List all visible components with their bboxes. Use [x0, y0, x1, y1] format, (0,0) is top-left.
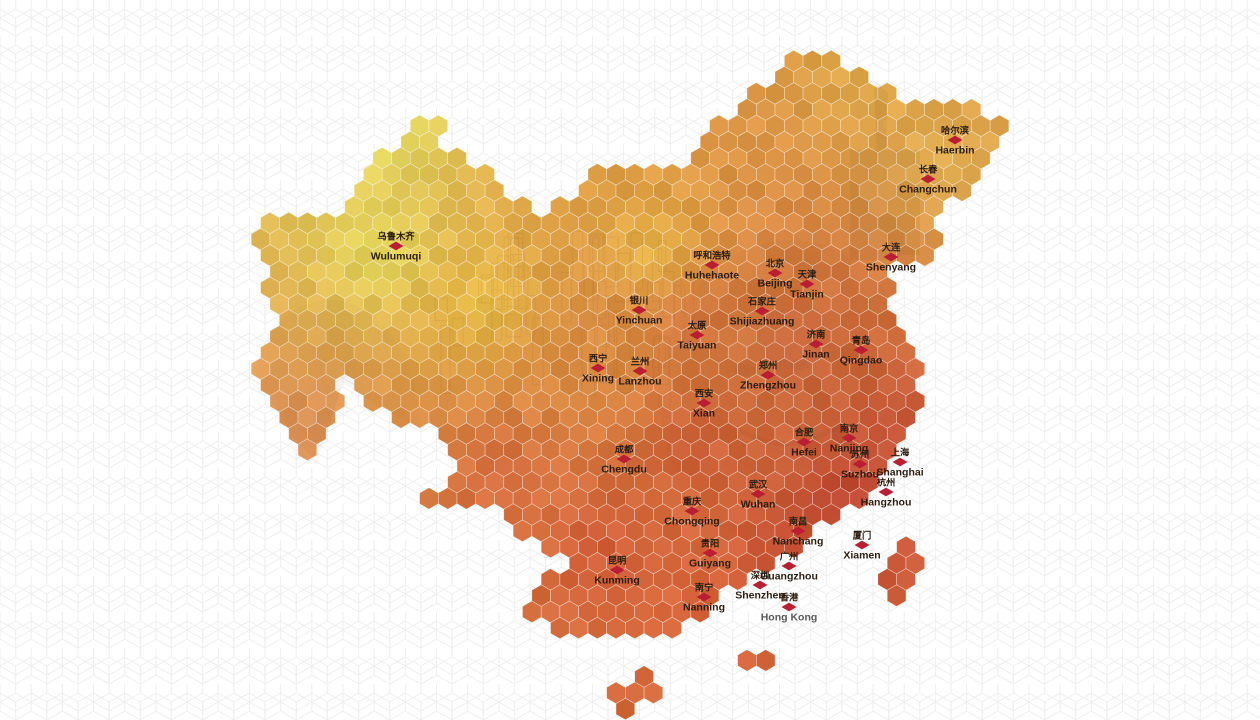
svg-text:郑州: 郑州: [759, 360, 778, 371]
svg-text:成都: 成都: [615, 444, 634, 455]
svg-text:Wuhan: Wuhan: [741, 499, 776, 511]
svg-text:南宁: 南宁: [695, 582, 714, 593]
svg-text:Xiamen: Xiamen: [843, 550, 880, 562]
svg-text:Xining: Xining: [582, 373, 614, 385]
svg-text:Zhengzhou: Zhengzhou: [740, 380, 796, 392]
svg-text:上海: 上海: [891, 447, 910, 458]
svg-text:南昌: 南昌: [789, 516, 808, 527]
svg-text:乌鲁木齐: 乌鲁木齐: [377, 231, 415, 242]
svg-text:Hong Kong: Hong Kong: [761, 612, 818, 624]
svg-text:苏州: 苏州: [851, 449, 870, 460]
svg-text:Yinchuan: Yinchuan: [616, 315, 663, 327]
svg-text:Hefei: Hefei: [791, 447, 817, 459]
svg-text:长春: 长春: [919, 164, 938, 175]
svg-text:Changchun: Changchun: [899, 184, 957, 196]
svg-text:武汉: 武汉: [749, 479, 768, 490]
svg-text:昆明: 昆明: [608, 556, 627, 566]
svg-text:Xian: Xian: [693, 408, 715, 420]
svg-text:Chongqing: Chongqing: [664, 516, 719, 528]
svg-text:兰州: 兰州: [631, 356, 650, 367]
svg-text:南京: 南京: [840, 423, 859, 434]
svg-text:太原: 太原: [687, 320, 707, 331]
svg-text:西宁: 西宁: [589, 353, 608, 364]
svg-text:Wulumuqi: Wulumuqi: [371, 251, 422, 263]
svg-text:天津: 天津: [798, 269, 817, 280]
svg-text:Haerbin: Haerbin: [935, 145, 974, 157]
svg-text:Taiyuan: Taiyuan: [678, 340, 717, 352]
svg-text:Qingdao: Qingdao: [840, 355, 883, 367]
svg-text:石家庄: 石家庄: [747, 296, 777, 307]
svg-text:Lanzhou: Lanzhou: [618, 376, 661, 388]
svg-text:Beijing: Beijing: [757, 278, 792, 290]
svg-text:Tianjin: Tianjin: [790, 289, 824, 301]
svg-text:哈尔滨: 哈尔滨: [941, 125, 970, 136]
svg-text:Shijiazhuang: Shijiazhuang: [730, 316, 795, 328]
svg-text:Suzhou: Suzhou: [841, 469, 879, 481]
svg-text:Chengdu: Chengdu: [601, 464, 647, 476]
svg-text:Huhehaote: Huhehaote: [685, 270, 739, 282]
svg-text:大连: 大连: [882, 242, 901, 253]
svg-text:厦门: 厦门: [853, 530, 872, 541]
svg-text:济南: 济南: [807, 329, 826, 340]
svg-text:合肥: 合肥: [795, 427, 814, 438]
svg-text:重庆: 重庆: [683, 496, 702, 507]
svg-text:广州: 广州: [780, 551, 799, 562]
svg-text:杭州: 杭州: [877, 477, 896, 488]
svg-text:Shenyang: Shenyang: [866, 262, 916, 274]
svg-text:Shenzhen: Shenzhen: [735, 590, 785, 602]
svg-text:深圳: 深圳: [751, 570, 770, 581]
svg-text:Guiyang: Guiyang: [689, 558, 731, 570]
svg-text:青岛: 青岛: [852, 335, 871, 346]
svg-text:香港: 香港: [779, 592, 799, 603]
svg-text:Hangzhou: Hangzhou: [861, 497, 912, 509]
svg-text:银川: 银川: [630, 295, 649, 306]
svg-text:北京: 北京: [766, 258, 785, 269]
svg-text:Nanning: Nanning: [683, 602, 725, 614]
svg-text:Nanchang: Nanchang: [773, 536, 824, 548]
svg-text:Kunming: Kunming: [594, 575, 640, 587]
svg-text:呼和浩特: 呼和浩特: [693, 250, 731, 261]
svg-text:贵阳: 贵阳: [701, 538, 720, 549]
svg-text:Jinan: Jinan: [802, 349, 829, 361]
svg-text:西安: 西安: [695, 388, 714, 399]
